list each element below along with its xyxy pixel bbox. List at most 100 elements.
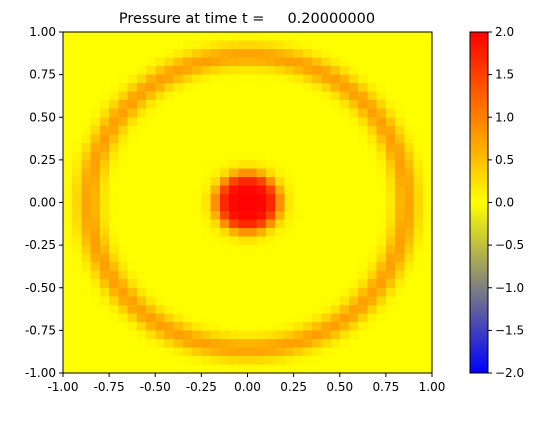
heatmap-cell <box>90 330 101 340</box>
heatmap-cell <box>192 211 202 221</box>
heatmap-cell <box>72 151 83 161</box>
heatmap-cell <box>247 253 258 263</box>
heatmap-cell <box>367 338 378 349</box>
heatmap-cell <box>99 91 110 101</box>
heatmap-cell <box>210 125 221 135</box>
heatmap-cell <box>284 245 295 255</box>
heatmap-cell <box>413 185 424 195</box>
heatmap-cell <box>72 211 83 221</box>
heatmap-cell <box>81 304 92 314</box>
heatmap-cell <box>247 185 258 195</box>
heatmap-cell <box>284 91 295 101</box>
heatmap-cell <box>136 117 147 127</box>
heatmap-cell <box>219 57 230 67</box>
heatmap-cell <box>302 355 313 366</box>
heatmap-cell <box>210 57 221 67</box>
heatmap-cell <box>312 253 322 263</box>
heatmap-cell <box>302 296 313 306</box>
heatmap-cell <box>155 91 166 101</box>
heatmap-cell <box>413 66 424 76</box>
heatmap-cell <box>72 330 83 340</box>
heatmap-cell <box>72 83 83 93</box>
heatmap-cell <box>155 125 166 135</box>
heatmap-cell <box>136 57 147 67</box>
heatmap-cell <box>330 304 341 314</box>
heatmap-cell <box>136 151 147 161</box>
heatmap-cell <box>339 321 350 331</box>
heatmap-cell <box>90 313 101 323</box>
heatmap-cell <box>404 185 415 195</box>
heatmap-cell <box>275 364 285 374</box>
heatmap-cell <box>229 74 239 84</box>
heatmap-cell <box>330 253 341 263</box>
heatmap-cell <box>395 74 405 84</box>
heatmap-cell <box>173 236 184 246</box>
y-tick-label: -1.00 <box>25 366 56 380</box>
heatmap-cell <box>284 151 295 161</box>
heatmap-cell <box>422 142 433 152</box>
heatmap-cell <box>210 142 221 152</box>
heatmap-cell <box>293 287 304 297</box>
heatmap-cell <box>413 176 424 187</box>
heatmap-cell <box>210 134 221 144</box>
heatmap-cell <box>422 304 433 314</box>
heatmap-cell <box>99 321 110 331</box>
heatmap-cell <box>192 193 202 204</box>
heatmap-cell <box>321 296 332 306</box>
heatmap-cell <box>265 168 276 178</box>
heatmap-cell <box>210 159 221 170</box>
heatmap-cell <box>182 245 193 255</box>
heatmap-cell <box>275 57 285 67</box>
heatmap-cell <box>358 176 369 187</box>
heatmap-cell <box>192 66 202 76</box>
heatmap-cell <box>136 193 147 204</box>
heatmap-cell <box>422 270 433 280</box>
heatmap-cell <box>229 134 239 144</box>
heatmap-cell <box>173 279 184 289</box>
heatmap-cell <box>182 159 193 170</box>
heatmap-cell <box>302 108 313 118</box>
heatmap-cell <box>219 270 230 280</box>
heatmap-cell <box>422 100 433 110</box>
heatmap-cell <box>127 211 138 221</box>
heatmap-cell <box>109 313 119 323</box>
heatmap-cell <box>63 211 73 221</box>
heatmap-cell <box>312 108 322 118</box>
heatmap-cell <box>164 279 175 289</box>
heatmap-cell <box>247 159 258 170</box>
heatmap-cell <box>81 270 92 280</box>
heatmap-cell <box>118 338 129 349</box>
heatmap-cell <box>118 66 129 76</box>
heatmap-cell <box>395 228 405 238</box>
heatmap-cell <box>404 202 415 212</box>
heatmap-cell <box>339 236 350 246</box>
heatmap-cell <box>321 151 332 161</box>
heatmap-cell <box>219 40 230 50</box>
heatmap-cell <box>109 253 119 263</box>
heatmap-cell <box>385 134 396 144</box>
heatmap-cell <box>164 74 175 84</box>
heatmap-cell <box>422 355 433 366</box>
heatmap-cell <box>256 117 267 127</box>
heatmap-cell <box>385 168 396 178</box>
heatmap-cell <box>367 117 378 127</box>
heatmap-cell <box>173 287 184 297</box>
heatmap-cell <box>413 287 424 297</box>
heatmap-cell <box>275 49 285 59</box>
heatmap-cell <box>293 279 304 289</box>
heatmap-cell <box>81 134 92 144</box>
heatmap-cell <box>127 151 138 161</box>
heatmap-cell <box>330 83 341 93</box>
heatmap-cell <box>173 117 184 127</box>
heatmap-cell <box>155 211 166 221</box>
heatmap-cell <box>173 108 184 118</box>
heatmap-cell <box>284 176 295 187</box>
heatmap-cell <box>404 117 415 127</box>
heatmap-cell <box>173 193 184 204</box>
heatmap-cell <box>376 330 387 340</box>
heatmap-cell <box>395 287 405 297</box>
heatmap-cell <box>275 100 285 110</box>
heatmap-cell <box>99 211 110 221</box>
heatmap-cell <box>376 193 387 204</box>
heatmap-cell <box>256 355 267 366</box>
